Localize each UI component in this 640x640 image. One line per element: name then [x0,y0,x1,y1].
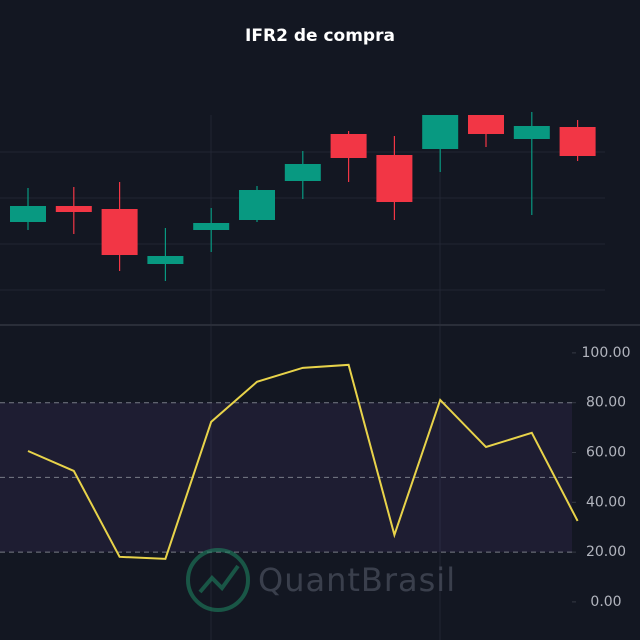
band [0,402,572,553]
candle-body [330,134,367,158]
chart-title: IFR2 de compra [245,26,395,46]
watermark: QuantBrasil [186,548,456,612]
logo-ring [186,548,250,612]
candle-body [101,209,138,255]
watermark-text: QuantBrasil [258,561,456,599]
y-tick-label: 20.00 [586,544,626,560]
y-tick-label: 0.00 [590,594,621,610]
y-tick-label: 60.00 [586,444,626,460]
y-tick-label: 40.00 [586,494,626,510]
logo-arrow [198,564,240,594]
candle-body [193,223,230,230]
y-tick-label: 80.00 [586,395,626,411]
candle-body [376,155,413,202]
candle-body [239,190,275,220]
rsi-line [27,363,579,560]
candle-body [422,115,459,149]
candle-body [10,206,46,222]
candle-body [147,256,184,264]
candle-body [559,127,596,156]
y-tick-label: 100.00 [582,345,631,361]
candle-body [284,164,321,181]
candle-body [513,126,550,139]
candle-body [55,206,92,212]
candle-body [468,115,504,134]
